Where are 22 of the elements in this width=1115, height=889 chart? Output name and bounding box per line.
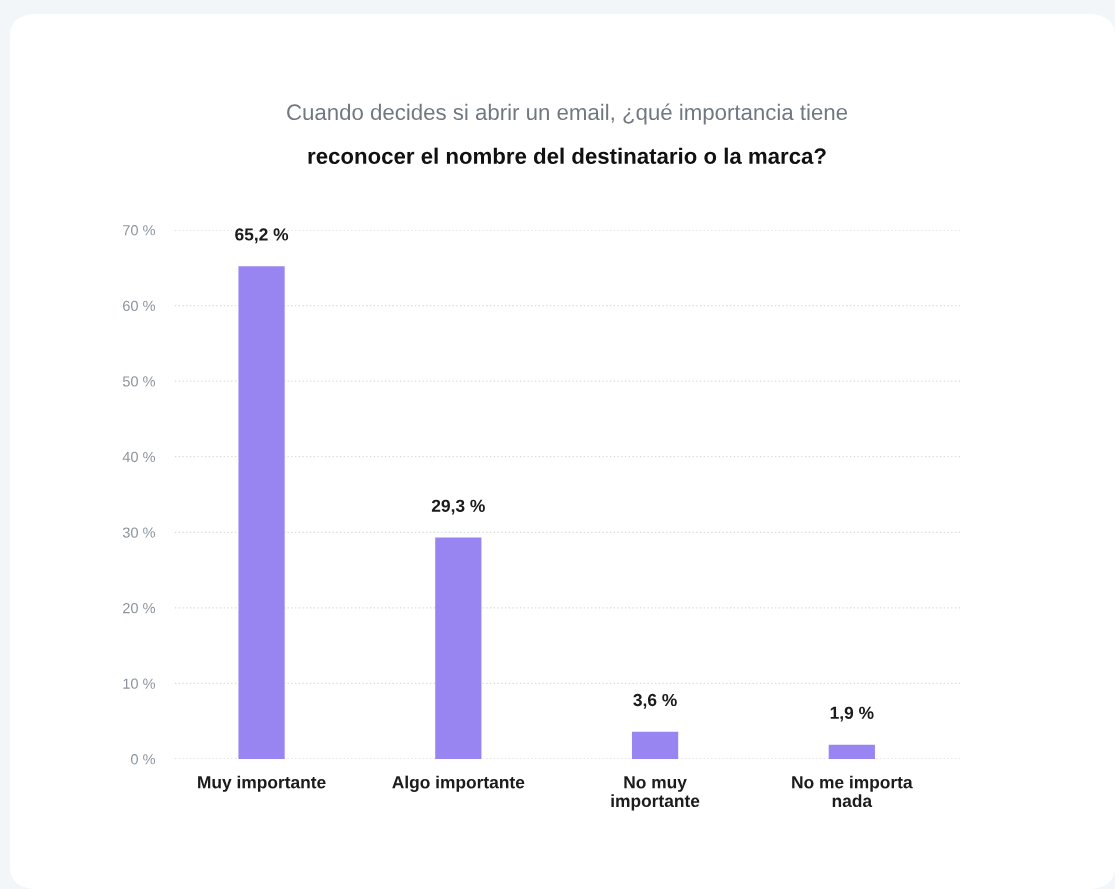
y-tick-label: 0 % — [131, 754, 156, 765]
data-label: 3,6 % — [633, 693, 677, 709]
data-label: 1,9 % — [830, 706, 874, 722]
chart-subtitle: reconocer el nombre del destinatario o la marca? — [308, 147, 826, 164]
bar — [631, 731, 679, 759]
y-tick-label: 10 % — [123, 678, 156, 689]
data-label: 65,2 % — [235, 228, 289, 244]
y-tick-label: 40 % — [122, 451, 156, 463]
x-tick-label: No me importa nada — [792, 775, 913, 808]
y-tick-label: 30 % — [122, 527, 156, 538]
x-tick-label: Muy importante — [198, 775, 326, 792]
bar — [435, 537, 482, 759]
bar — [238, 266, 285, 759]
data-label: 29,3 % — [431, 499, 485, 515]
y-tick-label: 50 % — [122, 376, 156, 387]
bar — [828, 744, 875, 759]
x-tick-label: No muy importante — [611, 776, 700, 811]
y-tick-label: 20 % — [123, 602, 156, 614]
y-tick-label: 70 % — [123, 225, 156, 236]
x-tick-label: Algo importante — [392, 775, 525, 792]
y-tick-label: 60 % — [123, 300, 156, 311]
chart-title: Cuando decides si abrir un email, ¿qué importancia tiene — [287, 103, 848, 125]
